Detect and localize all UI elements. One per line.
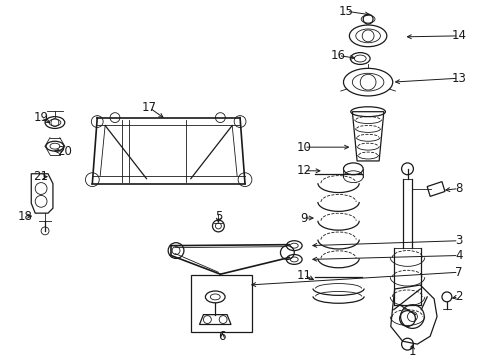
- Text: 2: 2: [454, 291, 462, 303]
- Text: 8: 8: [454, 182, 462, 195]
- Text: 7: 7: [454, 266, 462, 279]
- Text: 3: 3: [454, 234, 462, 247]
- Text: 1: 1: [408, 345, 415, 357]
- Text: 17: 17: [142, 101, 157, 114]
- Text: 20: 20: [57, 145, 72, 158]
- Text: 16: 16: [330, 49, 346, 62]
- Text: 5: 5: [214, 210, 222, 222]
- Text: 12: 12: [296, 164, 311, 177]
- Text: 4: 4: [454, 249, 462, 262]
- Text: 14: 14: [450, 30, 465, 42]
- Bar: [190, 275, 251, 332]
- Text: 13: 13: [450, 72, 465, 85]
- Text: 18: 18: [18, 210, 33, 222]
- Text: 10: 10: [296, 141, 311, 154]
- Text: 19: 19: [34, 111, 48, 124]
- Text: 9: 9: [300, 212, 307, 225]
- Text: 11: 11: [296, 269, 311, 282]
- Text: 21: 21: [34, 170, 48, 183]
- Text: 15: 15: [338, 5, 353, 18]
- Text: 6: 6: [218, 330, 225, 343]
